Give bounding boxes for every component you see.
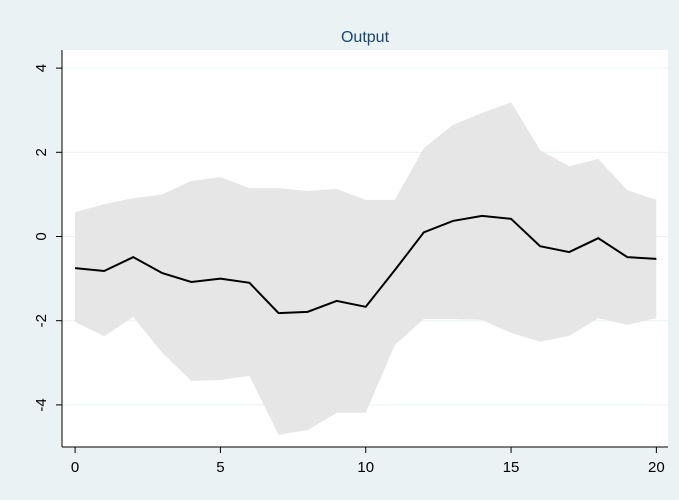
line xyxy=(74,214,657,315)
y-tick-label: 2 xyxy=(33,148,50,156)
y-tick-label: 4 xyxy=(33,64,50,72)
y-tick-label: 0 xyxy=(33,232,50,240)
y-tick-label: -2 xyxy=(33,314,50,327)
x-tick-label: 10 xyxy=(357,459,374,476)
y-tick-label: -4 xyxy=(33,398,50,411)
x-tick-label: 20 xyxy=(648,459,665,476)
x-tick-label: 5 xyxy=(216,459,224,476)
x-tick-label: 15 xyxy=(503,459,520,476)
confidence-band xyxy=(75,102,657,435)
chart-title: Output xyxy=(341,29,390,46)
x-tick-label: 0 xyxy=(71,459,79,476)
